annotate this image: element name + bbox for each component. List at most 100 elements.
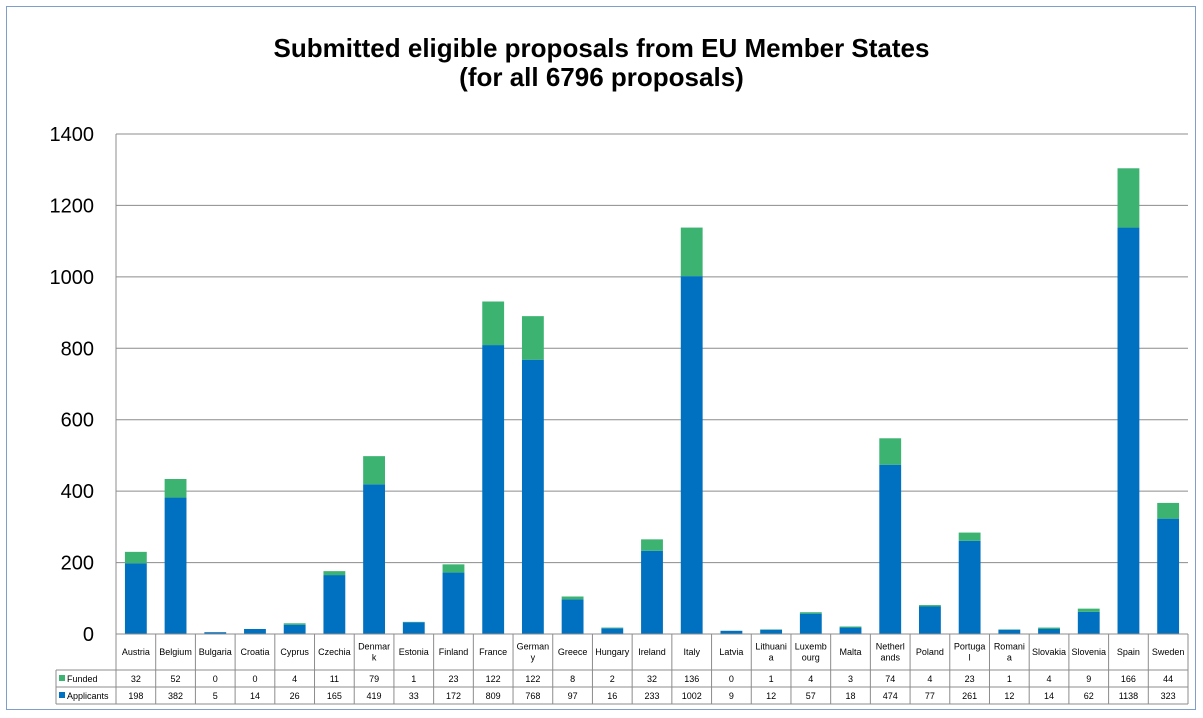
bar-applicants xyxy=(124,563,147,634)
bar-funded xyxy=(680,227,703,277)
x-tick-label: Poland xyxy=(916,647,944,657)
bar-funded xyxy=(521,316,544,360)
data-label-applicants: 77 xyxy=(925,691,935,701)
x-tick-label: a xyxy=(1007,653,1012,663)
bar-applicants xyxy=(839,627,862,634)
bar-applicants xyxy=(641,550,663,634)
x-tick-label: Estonia xyxy=(399,647,429,657)
bar-applicants xyxy=(1117,227,1140,635)
data-label-applicants: 172 xyxy=(446,691,461,701)
y-tick-label: 800 xyxy=(61,338,94,360)
bar-applicants xyxy=(561,599,584,634)
x-tick-label: Latvia xyxy=(719,647,743,657)
y-tick-label: 400 xyxy=(61,481,94,503)
x-tick-label: Austria xyxy=(122,647,150,657)
bar-applicants xyxy=(879,464,902,634)
bar-applicants xyxy=(402,622,425,634)
y-tick-label: 1200 xyxy=(50,195,95,217)
y-tick-label: 200 xyxy=(61,553,94,575)
bar-funded xyxy=(164,479,187,498)
data-label-applicants: 382 xyxy=(168,691,183,701)
x-tick-label: k xyxy=(372,653,377,663)
x-tick-label: German xyxy=(517,642,550,652)
y-tick-label: 0 xyxy=(83,624,94,646)
x-tick-label: Czechia xyxy=(318,647,351,657)
data-label-applicants: 1138 xyxy=(1119,691,1138,701)
bar-applicants xyxy=(760,629,783,634)
bar-applicants xyxy=(244,629,266,634)
data-label-applicants: 97 xyxy=(568,691,578,701)
data-label-applicants: 14 xyxy=(250,691,260,701)
bar-funded xyxy=(839,626,862,628)
legend-entry-applicants: Applicants xyxy=(67,691,109,701)
data-label-applicants: 12 xyxy=(1004,691,1014,701)
data-label-applicants: 1002 xyxy=(682,691,702,701)
bar-funded xyxy=(1038,627,1060,629)
bar-funded xyxy=(1117,168,1140,228)
y-tick-label: 1000 xyxy=(50,267,95,289)
x-tick-label: ourg xyxy=(802,653,820,663)
data-label-funded: 32 xyxy=(131,674,141,684)
data-label-funded: 52 xyxy=(171,674,181,684)
bar-funded xyxy=(919,605,941,607)
x-tick-label: ands xyxy=(880,653,900,663)
data-label-applicants: 12 xyxy=(766,691,776,701)
legend-key-applicants xyxy=(59,692,65,698)
data-label-applicants: 5 xyxy=(213,691,218,701)
data-label-funded: 4 xyxy=(1047,674,1052,684)
legend-entry-funded: Funded xyxy=(67,674,98,684)
chart-title-line-2: (for all 6796 proposals) xyxy=(459,62,744,92)
data-label-funded: 1 xyxy=(1007,674,1012,684)
x-tick-label: Slovakia xyxy=(1032,647,1066,657)
data-label-applicants: 323 xyxy=(1161,691,1176,701)
bar-funded xyxy=(601,627,624,629)
x-tick-label: Finland xyxy=(439,647,469,657)
data-label-funded: 3 xyxy=(848,674,853,684)
data-label-funded: 23 xyxy=(965,674,975,684)
data-label-applicants: 9 xyxy=(729,691,734,701)
bar-applicants xyxy=(323,575,346,634)
bar-applicants xyxy=(799,613,822,634)
bar-funded xyxy=(641,539,663,551)
bar-funded xyxy=(561,596,584,600)
bar-applicants xyxy=(1038,629,1060,634)
x-tick-label: Luxemb xyxy=(795,642,827,652)
data-label-applicants: 768 xyxy=(525,691,540,701)
bar-funded xyxy=(799,612,822,614)
data-label-funded: 0 xyxy=(729,674,734,684)
data-label-funded: 4 xyxy=(292,674,297,684)
data-label-funded: 4 xyxy=(927,674,932,684)
x-tick-label: Denmar xyxy=(358,642,390,652)
data-label-funded: 4 xyxy=(808,674,813,684)
bar-applicants xyxy=(442,572,465,634)
data-label-funded: 0 xyxy=(252,674,257,684)
bar-applicants xyxy=(919,606,941,634)
data-label-funded: 32 xyxy=(647,674,657,684)
data-label-funded: 0 xyxy=(213,674,218,684)
bar-applicants xyxy=(601,628,624,634)
x-tick-label: Ireland xyxy=(638,647,666,657)
data-label-funded: 79 xyxy=(369,674,379,684)
data-label-applicants: 474 xyxy=(883,691,898,701)
bar-applicants xyxy=(680,276,703,634)
bar-funded xyxy=(958,532,981,541)
bar-applicants xyxy=(720,630,743,634)
chart-title: Submitted eligible proposals from EU Mem… xyxy=(0,34,1203,92)
bar-funded xyxy=(442,564,465,573)
data-label-applicants: 57 xyxy=(806,691,816,701)
data-label-funded: 23 xyxy=(448,674,458,684)
bar-applicants xyxy=(164,497,187,634)
bar-funded xyxy=(283,623,306,625)
bar-funded xyxy=(482,301,505,346)
bar-applicants xyxy=(521,359,544,634)
x-tick-label: Spain xyxy=(1117,647,1140,657)
data-label-applicants: 165 xyxy=(327,691,342,701)
bar-funded xyxy=(124,551,147,564)
chart-title-line-1: Submitted eligible proposals from EU Mem… xyxy=(273,33,930,63)
data-label-funded: 166 xyxy=(1121,674,1136,684)
bar-funded xyxy=(1077,608,1100,612)
bar-funded xyxy=(879,438,902,465)
chart-frame xyxy=(6,6,1196,710)
x-tick-label: Cyprus xyxy=(280,647,309,657)
data-label-funded: 9 xyxy=(1086,674,1091,684)
